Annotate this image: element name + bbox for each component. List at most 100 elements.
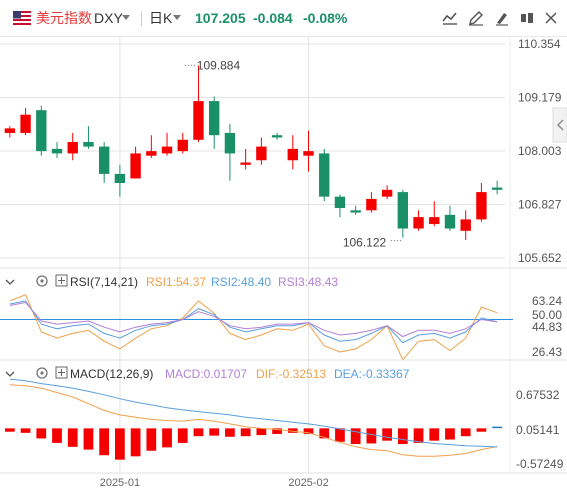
macd-bar [83, 428, 94, 450]
macd-bar [177, 428, 188, 443]
candle [36, 110, 47, 152]
rsi-legend: RSI3:48.43 [278, 275, 338, 289]
candle [319, 153, 330, 197]
candle [271, 135, 283, 138]
candle [67, 142, 78, 154]
indicator-toggle-icon [55, 366, 68, 379]
settings-gear-icon-center [40, 279, 44, 283]
indicator-toggle-icon-plus [58, 277, 65, 284]
candle [491, 187, 503, 190]
chevron-left-icon [557, 119, 564, 131]
macd-bar [4, 428, 15, 432]
macd-bar [366, 428, 377, 444]
macd-bar [382, 428, 392, 441]
macd-legend: DIF:-0.32513 [256, 367, 326, 381]
macd-bar [397, 428, 408, 445]
x-tick-label: 2025-02 [288, 477, 328, 489]
candle [98, 146, 110, 174]
macd-y-tick-label: 0.67532 [516, 388, 560, 402]
macd-bar [52, 428, 62, 443]
candle [161, 146, 173, 154]
macd-bar [319, 428, 330, 439]
macd-line-dea [9, 378, 498, 448]
macd-bar [445, 428, 455, 440]
collapse-chevron-icon [5, 371, 15, 377]
macd-bar [162, 428, 172, 448]
macd-bar [67, 428, 78, 447]
macd-y-tick-label: 0.05141 [516, 423, 560, 437]
compare-icon[interactable] [518, 9, 536, 27]
fullscreen-icon[interactable] [542, 9, 560, 27]
candle [381, 189, 393, 197]
toolbar-divider [141, 11, 142, 26]
candle [146, 151, 157, 156]
candle [366, 198, 377, 211]
price-change-percent: -0.08% [303, 10, 348, 26]
y-tick-label: 106.827 [518, 198, 562, 212]
macd-bar [130, 428, 141, 457]
macd-line-dif [9, 384, 498, 457]
rsi-legend: RSI1:54.37 [146, 275, 206, 289]
macd-bar [99, 428, 110, 456]
draw-icon[interactable] [467, 9, 485, 27]
symbol-name[interactable]: 美元指数 [36, 10, 92, 26]
indicator-toggle-icon-plus [58, 369, 65, 376]
period-selector[interactable]: 日K [149, 10, 173, 26]
macd-bar [335, 428, 345, 442]
candle [256, 146, 267, 161]
rsi-line-rsi3 [9, 301, 498, 338]
chevron-down-icon[interactable] [122, 15, 130, 21]
settings-gear-icon-center [40, 371, 44, 375]
indicator-icon[interactable] [441, 9, 459, 27]
candle [209, 101, 220, 136]
rsi-title: RSI(7,14,21) [70, 275, 138, 289]
macd-bar [193, 428, 204, 437]
macd-title: MACD(12,26,9) [70, 367, 153, 381]
candle [193, 101, 204, 140]
macd-bar [303, 428, 314, 434]
candle [114, 173, 126, 183]
indicator-toggle-icon [55, 274, 68, 287]
macd-bar [272, 428, 282, 434]
x-tick-label: 2025-01 [100, 477, 140, 489]
kline-chart[interactable]: 110.354 109.179 108.003 106.827 105.652 109.8… [0, 37, 567, 494]
candle [350, 210, 361, 213]
macd-legend: MACD:0.01707 [165, 367, 247, 381]
us-flag-icon [13, 11, 31, 25]
candle [240, 162, 251, 165]
chevron-down-icon[interactable] [173, 15, 181, 21]
rsi-line-rsi1 [9, 294, 498, 361]
symbol-code[interactable]: DXY [94, 10, 123, 26]
macd-bar [209, 428, 220, 436]
candle [177, 139, 188, 152]
candle [303, 151, 314, 156]
macd-bar [20, 428, 31, 433]
price-change: -0.084 [253, 10, 293, 26]
y-tick-label: 110.354 [518, 37, 561, 51]
y-tick-label: 108.003 [518, 144, 562, 158]
macd-bar [460, 428, 471, 437]
candle [334, 196, 346, 209]
side-panel-toggle [552, 107, 567, 143]
chart-toolbar: 美元指数 DXY 日K 107.205 -0.084 -0.08% [0, 0, 567, 37]
rsi-legend: RSI2:48.40 [211, 275, 271, 289]
settings-gear-icon [36, 367, 48, 379]
rsi-y-tick-label: 26.43 [532, 345, 562, 359]
rsi-y-tick-label: 44.83 [532, 320, 562, 334]
y-tick-label: 109.179 [518, 90, 562, 104]
candle [444, 214, 456, 229]
candle [397, 192, 409, 229]
candle [460, 219, 471, 231]
candle [83, 142, 94, 147]
rsi-y-tick-label: 63.24 [532, 294, 562, 308]
annotation-high: 109.884 [197, 58, 241, 72]
macd-bar [225, 428, 235, 437]
rsi-y-tick-label: 50.00 [532, 308, 562, 322]
settings-gear-icon [36, 275, 48, 287]
brush-icon[interactable] [493, 9, 511, 27]
candle [224, 132, 236, 154]
macd-bar [350, 428, 361, 445]
candle [287, 148, 298, 161]
macd-bar [240, 428, 251, 437]
macd-bar [429, 428, 440, 441]
